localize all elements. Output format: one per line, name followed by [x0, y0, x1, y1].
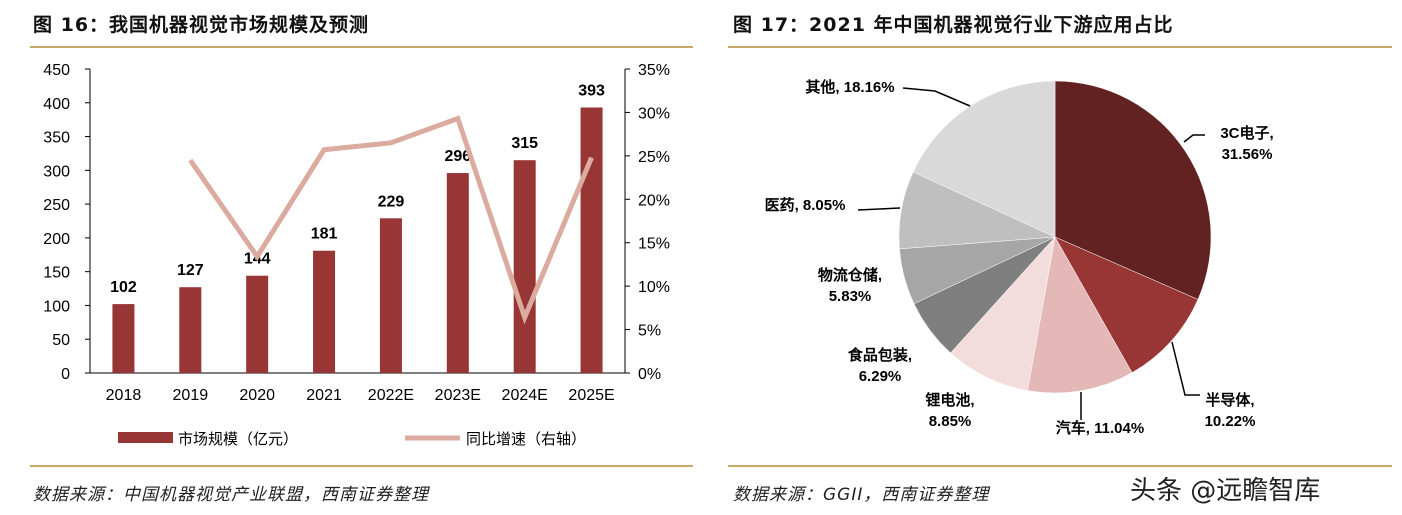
- pie-label: 汽车, 11.04%: [1056, 419, 1144, 437]
- left-header-rule: [30, 46, 693, 48]
- pie-slice: [1054, 80, 1212, 300]
- left-footer-rule: [30, 465, 693, 467]
- y-tick-label: 450: [43, 62, 70, 79]
- pie-pct: 6.29%: [859, 368, 902, 385]
- bar-data-label: 393: [578, 83, 605, 100]
- growth-line: [188, 115, 594, 325]
- y-tick-label: 250: [43, 197, 70, 214]
- x-tick-label: 2025E: [568, 387, 614, 404]
- x-tick-label: 2024E: [502, 387, 548, 404]
- bar: [246, 275, 269, 373]
- pie-slice: [912, 80, 1056, 238]
- legend-label-bar: 市场规模（亿元）: [178, 431, 298, 448]
- bar: [313, 250, 336, 373]
- left-source: 数据来源：中国机器视觉产业联盟，西南证券整理: [33, 485, 429, 505]
- leader-line: [902, 87, 971, 107]
- pie-label: 3C电子,: [1220, 124, 1273, 142]
- x-tick-label: 2021: [306, 387, 342, 404]
- x-tick-label: 2019: [173, 387, 209, 404]
- bar: [179, 287, 202, 373]
- watermark: 头条 @远瞻智库: [1130, 476, 1321, 506]
- bar-data-label: 181: [311, 226, 338, 243]
- pie-pct: 8.85%: [929, 413, 972, 430]
- y2-tick-label: 15%: [638, 236, 670, 253]
- pie-label: 医药, 8.05%: [765, 196, 846, 214]
- pie-label: 锂电池,: [925, 391, 974, 409]
- y-tick-label: 350: [43, 130, 70, 147]
- pie-slice: [1027, 236, 1133, 394]
- bar-data-label: 296: [444, 148, 471, 165]
- legend-swatch-bar: [118, 432, 173, 443]
- pie-label: 物流仓储,: [818, 266, 882, 284]
- pie-slice: [1054, 236, 1199, 373]
- leader-line: [857, 207, 901, 211]
- bar: [112, 304, 135, 373]
- y2-tick-label: 5%: [638, 323, 661, 340]
- right-source: 数据来源：GGII，西南证券整理: [733, 485, 990, 505]
- pie-pct: 5.83%: [829, 288, 872, 305]
- pie-label: 半导体,: [1205, 391, 1254, 409]
- right-footer-rule: [728, 465, 1392, 467]
- x-tick-label: 2022E: [368, 387, 414, 404]
- y2-tick-label: 30%: [638, 105, 670, 122]
- x-tick-label: 2023E: [435, 387, 481, 404]
- legend-label-line: 同比增速（右轴）: [466, 431, 586, 448]
- y-tick-label: 100: [43, 298, 70, 315]
- y2-tick-label: 0%: [638, 366, 661, 383]
- bar-data-label: 127: [177, 262, 204, 279]
- y-tick-label: 50: [52, 332, 70, 349]
- left-chart-title: 图 16：我国机器视觉市场规模及预测: [33, 14, 370, 36]
- leader-line: [1171, 341, 1200, 396]
- right-chart-title: 图 17：2021 年中国机器视觉行业下游应用占比: [733, 14, 1174, 36]
- pie-slice: [950, 236, 1056, 391]
- y-tick-label: 400: [43, 96, 70, 113]
- bar: [446, 173, 469, 373]
- x-tick-label: 2018: [106, 387, 142, 404]
- bar: [580, 107, 603, 374]
- bar-data-label: 229: [378, 193, 405, 210]
- y-tick-label: 0: [61, 366, 70, 383]
- y-tick-label: 150: [43, 265, 70, 282]
- y-tick-label: 200: [43, 231, 70, 248]
- pie-pct: 10.22%: [1205, 413, 1256, 430]
- bar-data-label: 102: [110, 279, 137, 296]
- bar: [513, 160, 536, 373]
- bar: [379, 218, 402, 373]
- pie-pct: 31.56%: [1222, 146, 1273, 163]
- y2-tick-label: 25%: [638, 149, 670, 166]
- right-header-rule: [728, 46, 1392, 48]
- pie-label: 食品包装,: [848, 346, 912, 364]
- y2-tick-label: 35%: [638, 62, 670, 79]
- y2-tick-label: 10%: [638, 279, 670, 296]
- y2-tick-label: 20%: [638, 192, 670, 209]
- y-tick-label: 300: [43, 163, 70, 180]
- bar-data-label: 315: [511, 135, 538, 152]
- leader-line: [1183, 134, 1205, 143]
- pie-label: 其他, 18.16%: [805, 78, 894, 96]
- x-tick-label: 2020: [239, 387, 275, 404]
